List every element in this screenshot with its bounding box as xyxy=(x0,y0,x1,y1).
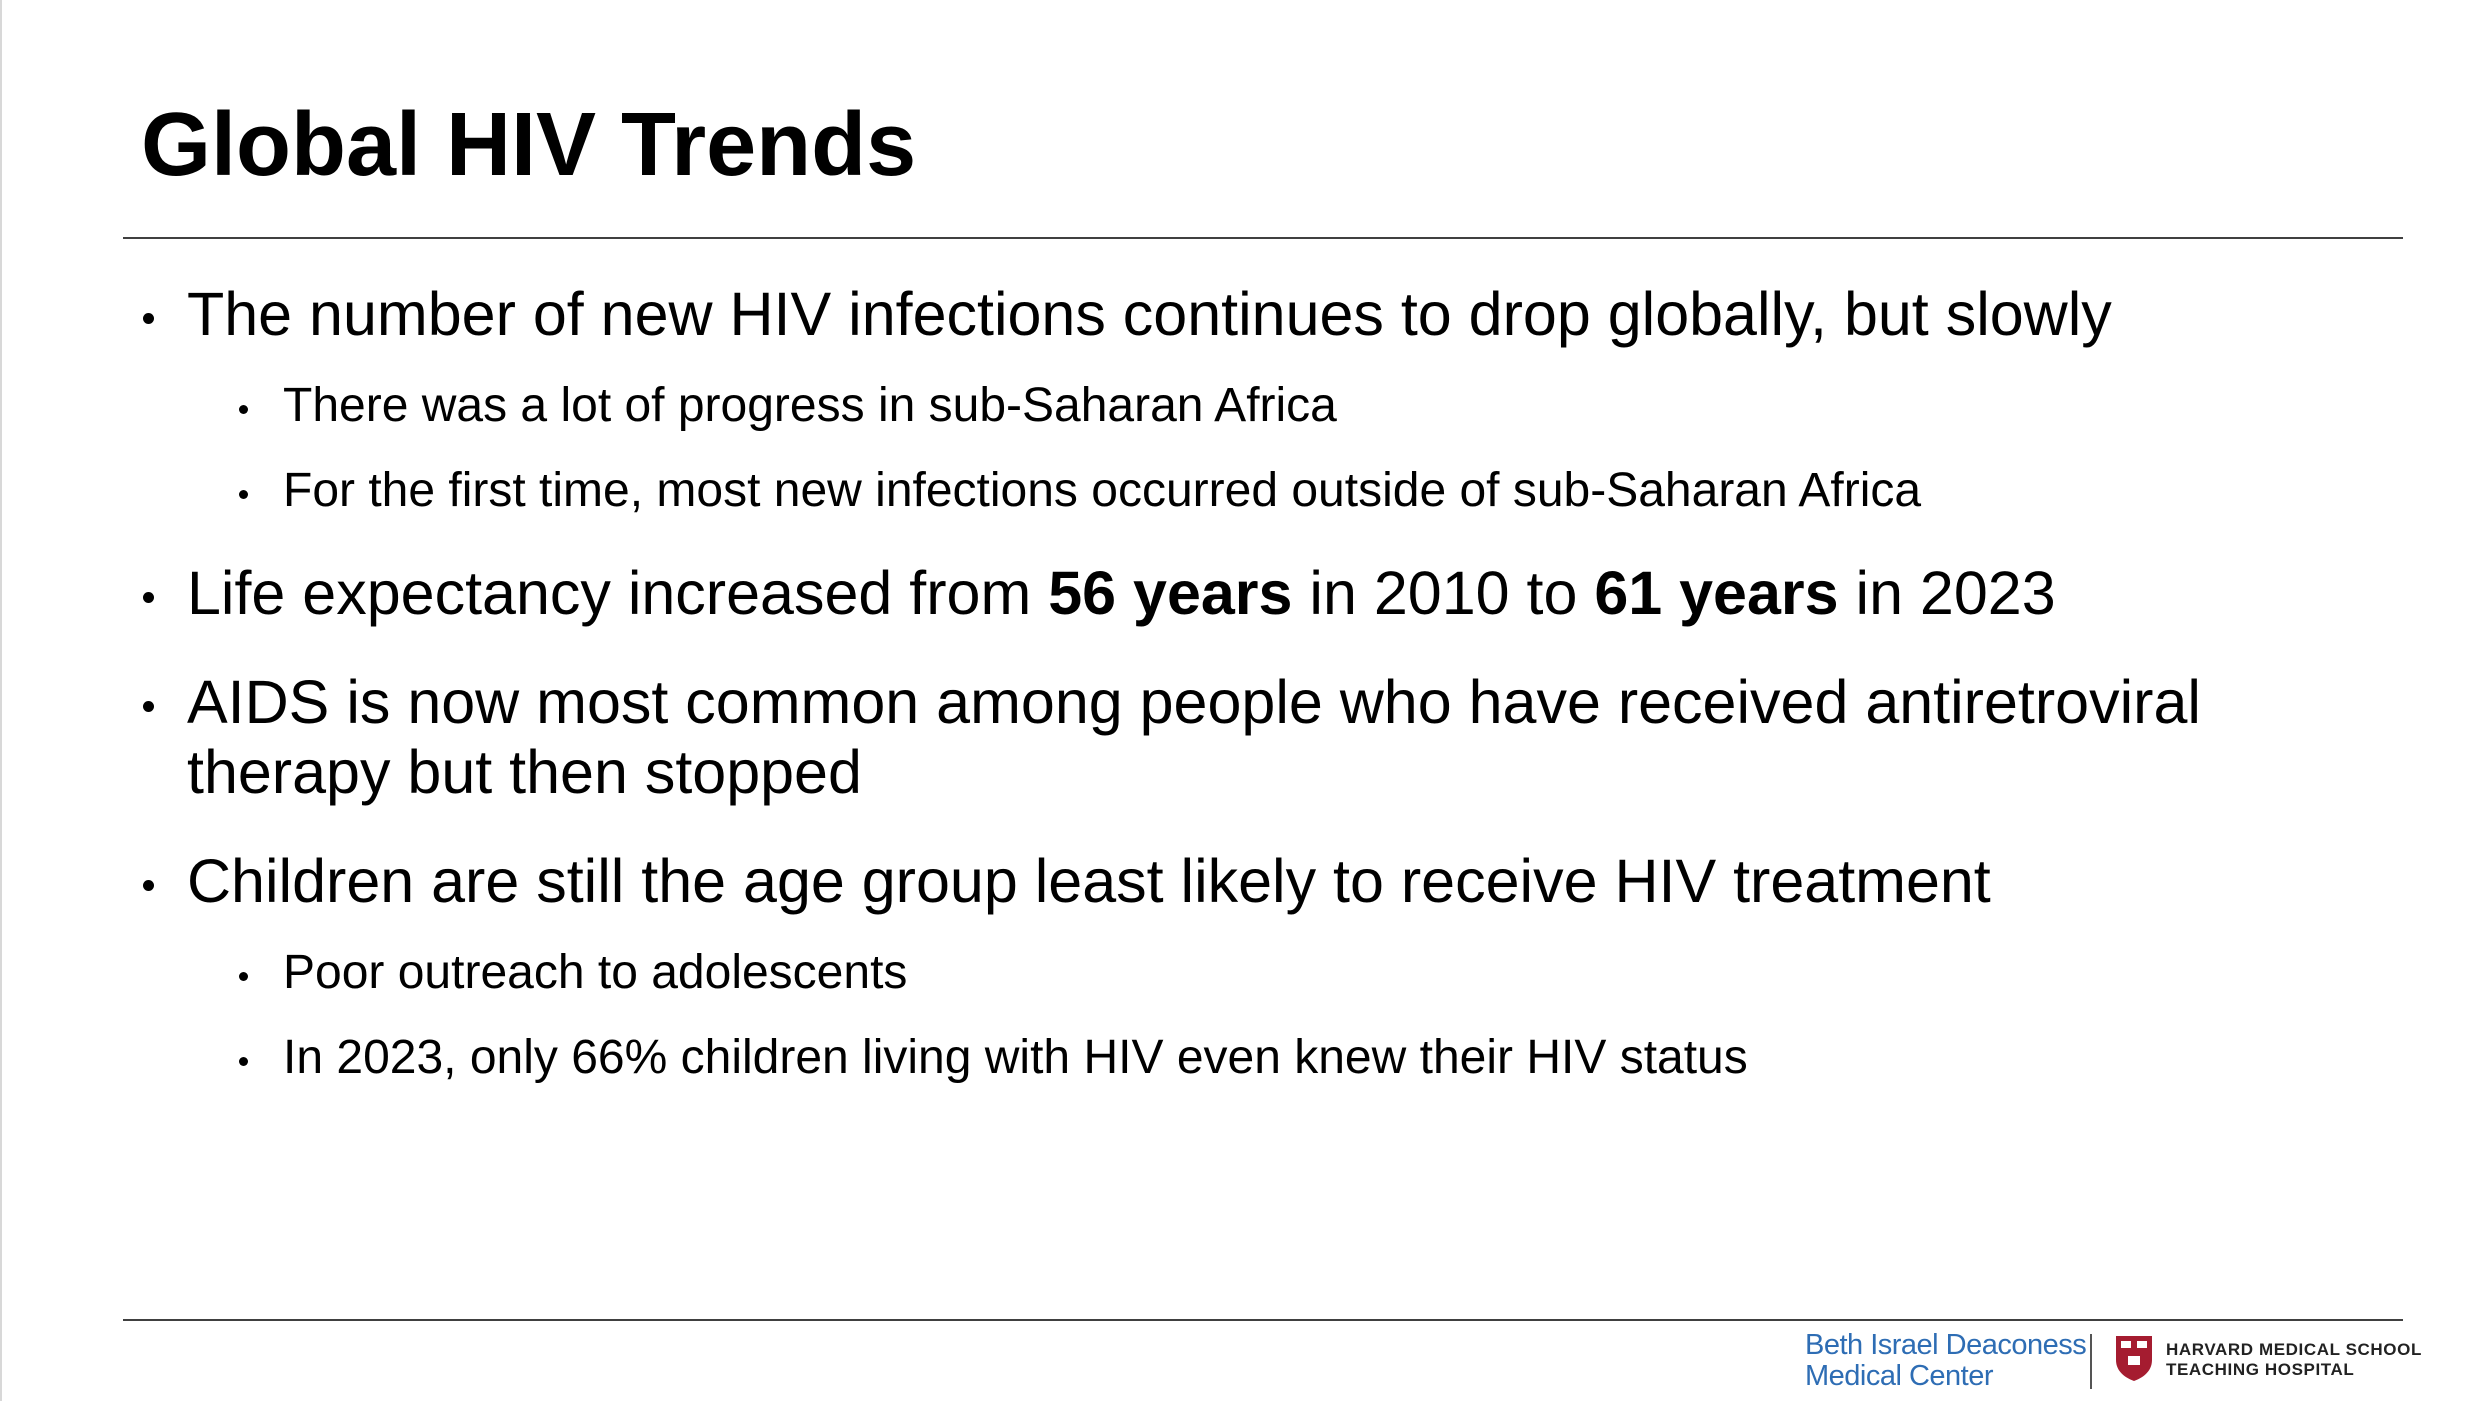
top-rule xyxy=(123,237,2403,239)
sub-bullet-item: Poor outreach to adolescents xyxy=(141,945,2341,1001)
slide-title: Global HIV Trends xyxy=(141,95,917,195)
logo-separator xyxy=(2090,1334,2092,1389)
logo-line: TEACHING HOSPITAL xyxy=(2166,1360,2355,1379)
sub-bullet-item: In 2023, only 66% children living with H… xyxy=(141,1030,2341,1086)
bullet-dot xyxy=(239,405,248,414)
logo-line: HARVARD MEDICAL SCHOOL xyxy=(2166,1340,2422,1359)
bold-text: 61 years xyxy=(1594,559,1839,627)
sub-bullet-text: Poor outreach to adolescents xyxy=(283,946,908,999)
bullet-dot xyxy=(239,1057,248,1066)
logo-line: Medical Center xyxy=(1805,1360,1994,1392)
bullet-dot xyxy=(239,490,248,499)
bullet-item: Life expectancy increased from 56 years … xyxy=(141,558,2297,628)
bullet-item: Children are still the age group least l… xyxy=(141,846,2297,916)
bottom-rule xyxy=(123,1319,2403,1321)
bullet-dot xyxy=(143,880,154,891)
bidmc-logo: Beth Israel Deaconess Medical Center xyxy=(1805,1329,2087,1392)
logo-line: Beth Israel Deaconess xyxy=(1805,1329,2087,1361)
bullet-item: The number of new HIV infections continu… xyxy=(141,279,2297,349)
bullet-item: AIDS is now most common among people who… xyxy=(141,667,2297,807)
hms-logo: HARVARD MEDICAL SCHOOL TEACHING HOSPITAL xyxy=(2166,1340,2422,1380)
sub-bullet-item: For the first time, most new infections … xyxy=(141,463,2341,519)
bullet-text: in 2010 to xyxy=(1292,559,1595,627)
bullet-text: The number of new HIV infections continu… xyxy=(187,280,2112,348)
bullet-dot xyxy=(143,701,154,712)
bullet-text: in 2023 xyxy=(1838,559,2056,627)
bullet-text: Life expectancy increased from xyxy=(187,559,1049,627)
sub-bullet-text: For the first time, most new infections … xyxy=(283,464,1922,517)
bullet-dot xyxy=(239,972,248,981)
sub-bullet-item: There was a lot of progress in sub-Sahar… xyxy=(141,378,2341,434)
sub-bullet-text: In 2023, only 66% children living with H… xyxy=(283,1031,1748,1084)
bullet-dot xyxy=(143,313,154,324)
bullet-text: Children are still the age group least l… xyxy=(187,847,1991,915)
bold-text: 56 years xyxy=(1048,559,1293,627)
harvard-shield xyxy=(2116,1336,2152,1381)
left-edge xyxy=(0,0,2,1401)
bullet-list: The number of new HIV infections continu… xyxy=(141,279,2341,1086)
sub-bullet-text: There was a lot of progress in sub-Sahar… xyxy=(283,379,1337,432)
bullet-text: AIDS is now most common among people who… xyxy=(187,668,2218,806)
bullet-dot xyxy=(143,592,154,603)
